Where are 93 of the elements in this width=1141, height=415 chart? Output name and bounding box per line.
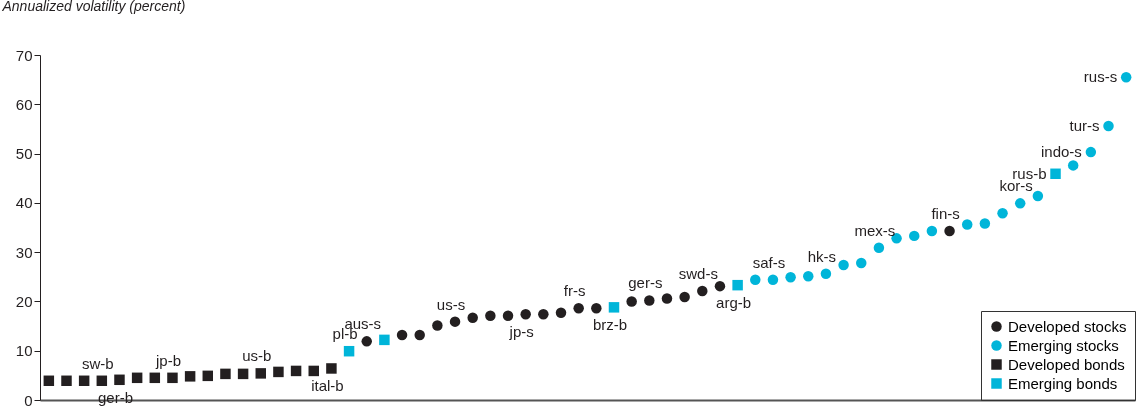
point <box>732 279 743 291</box>
annotation: fr-s <box>563 282 586 300</box>
point <box>1103 120 1114 132</box>
point <box>997 207 1008 219</box>
annotation: rus-s <box>1083 68 1118 86</box>
point <box>555 307 567 318</box>
annotation: swd-s <box>678 265 718 283</box>
legend-label: Developed bonds <box>1008 355 1125 373</box>
point <box>520 309 531 320</box>
point <box>114 374 125 386</box>
point <box>467 312 478 323</box>
point <box>396 329 408 341</box>
point <box>273 366 284 378</box>
point <box>908 230 920 242</box>
y-tick-label: 60 <box>15 95 33 113</box>
y-tick-label: 0 <box>24 391 33 409</box>
point <box>979 218 991 229</box>
y-tick-label: 20 <box>15 292 33 310</box>
point <box>767 274 779 285</box>
annotation: jp-b <box>154 351 181 369</box>
point <box>608 302 620 313</box>
point <box>803 271 814 282</box>
point <box>591 303 602 314</box>
point <box>326 363 337 374</box>
point <box>167 372 178 384</box>
point <box>502 310 514 321</box>
point <box>679 291 690 303</box>
point <box>149 372 161 384</box>
point <box>944 225 955 237</box>
point <box>379 334 390 346</box>
point <box>873 242 885 253</box>
point <box>361 336 372 347</box>
point <box>202 370 214 382</box>
y-tick-label: 70 <box>15 46 33 64</box>
point <box>61 375 72 387</box>
point <box>661 293 673 304</box>
point <box>432 320 443 331</box>
annotation: mex-s <box>854 221 896 239</box>
point <box>308 365 319 377</box>
y-tick-label: 10 <box>15 342 33 360</box>
annotation: fin-s <box>931 204 960 222</box>
point <box>856 257 867 269</box>
point <box>1085 146 1097 158</box>
point <box>926 225 938 237</box>
annotation: ital-b <box>311 377 344 395</box>
point <box>449 316 461 327</box>
point <box>1032 190 1044 202</box>
legend-label: Emerging stocks <box>1008 336 1119 354</box>
point <box>485 310 496 321</box>
point <box>1050 168 1061 180</box>
point <box>414 329 425 341</box>
y-tick-label: 50 <box>15 145 33 163</box>
point <box>785 272 796 283</box>
point <box>838 259 849 271</box>
annotation: indo-s <box>1040 143 1082 161</box>
annotation: ger-s <box>628 274 663 292</box>
point <box>697 285 708 297</box>
annotation: hk-s <box>807 247 837 265</box>
point <box>343 345 355 357</box>
point <box>131 372 143 384</box>
annotation: saf-s <box>752 253 786 271</box>
annotation: tur-s <box>1069 116 1100 134</box>
point <box>220 368 231 380</box>
point <box>644 295 655 306</box>
annotation: arg-b <box>716 294 752 312</box>
annotation: rus-b <box>1012 164 1047 182</box>
annotation: jp-s <box>508 323 534 341</box>
y-tick-label: 30 <box>15 243 33 261</box>
point <box>626 296 637 307</box>
annotation: sw-b <box>81 354 114 372</box>
point <box>538 309 549 320</box>
point <box>96 375 108 387</box>
point <box>237 368 249 380</box>
y-tick-label: 40 <box>15 194 33 212</box>
point <box>961 219 973 230</box>
point <box>573 303 584 314</box>
point <box>43 375 55 387</box>
point <box>1120 71 1132 83</box>
point <box>750 274 761 285</box>
point <box>1014 198 1026 209</box>
point <box>714 280 726 292</box>
legend-label: Emerging bonds <box>1008 374 1118 392</box>
point <box>290 365 302 377</box>
annotation: us-b <box>242 347 272 365</box>
annotation: brz-b <box>592 316 628 334</box>
point <box>78 375 90 387</box>
point <box>255 368 267 379</box>
y-axis-title: Annualized volatility (percent) <box>1 0 186 14</box>
point <box>820 268 832 280</box>
point <box>184 371 196 382</box>
annotation: us-s <box>436 295 466 313</box>
point <box>1067 160 1079 171</box>
legend-label: Developed stocks <box>1008 317 1127 335</box>
